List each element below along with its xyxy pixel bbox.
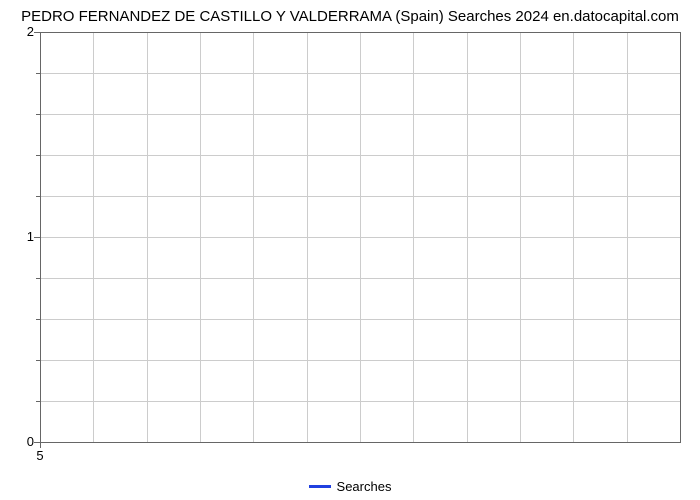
grid-line-horizontal [40,114,680,115]
x-tick-label: 5 [30,448,50,463]
y-tick-label: 1 [10,229,34,244]
y-minor-tick [36,360,40,361]
axis-right [680,32,681,443]
grid-line-horizontal [40,360,680,361]
axis-left [40,32,41,442]
grid-line-horizontal [40,319,680,320]
y-major-tick [34,32,40,33]
y-minor-tick [36,196,40,197]
y-minor-tick [36,73,40,74]
y-minor-tick [36,319,40,320]
grid-line-horizontal [40,196,680,197]
axis-top [40,32,680,33]
legend: Searches [0,478,700,494]
y-minor-tick [36,401,40,402]
y-minor-tick [36,278,40,279]
y-minor-tick [36,114,40,115]
grid-line-horizontal [40,237,680,238]
grid-line-horizontal [40,401,680,402]
y-tick-label: 2 [10,24,34,39]
chart-container: PEDRO FERNANDEZ DE CASTILLO Y VALDERRAMA… [0,0,700,500]
grid-line-horizontal [40,155,680,156]
y-major-tick [34,237,40,238]
legend-swatch [309,485,331,488]
legend-label: Searches [337,479,392,494]
grid-line-horizontal [40,73,680,74]
grid-line-horizontal [40,278,680,279]
y-minor-tick [36,155,40,156]
plot-area [40,32,680,442]
axis-bottom [40,442,680,443]
y-tick-label: 0 [10,434,34,449]
chart-title: PEDRO FERNANDEZ DE CASTILLO Y VALDERRAMA… [0,8,700,25]
